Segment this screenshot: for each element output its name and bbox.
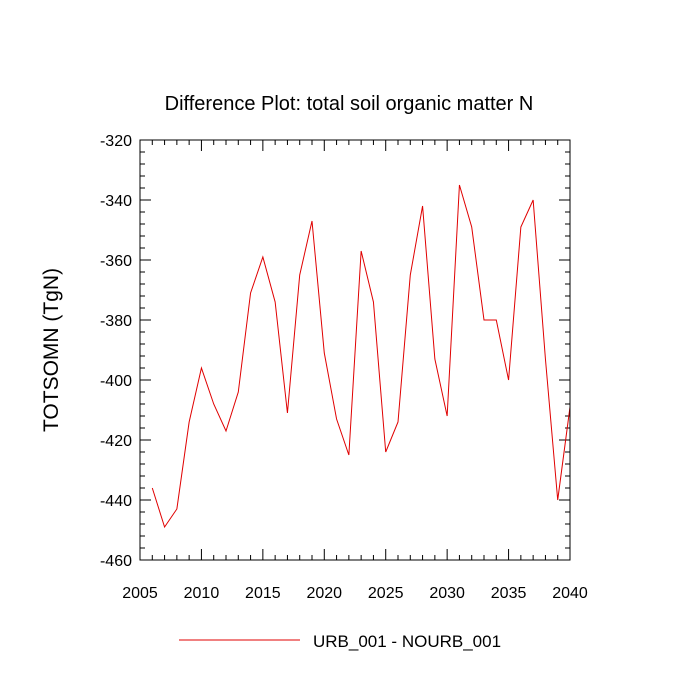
- minor-ticks: [140, 140, 570, 560]
- y-tick-label: -460: [100, 553, 132, 570]
- data-point: [311, 220, 312, 221]
- data-point: [422, 205, 423, 206]
- x-tick-label: 2025: [368, 585, 404, 602]
- x-tick-labels: 2005 2010 2015 2020 2025 2030 2035 2040: [122, 585, 588, 602]
- data-point: [336, 418, 337, 419]
- data-point: [152, 487, 153, 488]
- data-point: [434, 358, 435, 359]
- y-tick-label: -340: [100, 193, 132, 210]
- data-point: [201, 367, 202, 368]
- legend-label: URB_001 - NOURB_001: [313, 632, 501, 651]
- x-tick-label: 2010: [184, 585, 220, 602]
- data-point: [324, 352, 325, 353]
- data-point: [348, 454, 349, 455]
- data-point: [557, 499, 558, 500]
- x-tick-label: 2030: [429, 585, 465, 602]
- y-axis-label: TOTSOMN (TgN): [40, 268, 63, 432]
- y-tick-label: -400: [100, 373, 132, 390]
- data-point: [287, 412, 288, 413]
- data-point: [275, 301, 276, 302]
- data-point: [213, 403, 214, 404]
- data-point: [189, 421, 190, 422]
- data-point: [238, 391, 239, 392]
- x-tick-label: 2035: [491, 585, 527, 602]
- x-tick-label: 2005: [122, 585, 158, 602]
- series-layer: [151, 184, 571, 529]
- x-tick-label: 2020: [306, 585, 342, 602]
- data-point: [471, 226, 472, 227]
- legend: URB_001 - NOURB_001: [179, 632, 501, 651]
- y-tick-label: -420: [100, 433, 132, 450]
- data-point: [299, 274, 300, 275]
- plot-frame: [139, 139, 571, 561]
- data-point: [385, 451, 386, 452]
- data-point: [483, 319, 484, 320]
- data-point: [545, 358, 546, 359]
- y-tick-label: -320: [100, 133, 132, 150]
- y-tick-labels: -460 -440 -420 -400 -380 -360 -340 -320: [100, 133, 132, 570]
- data-point: [262, 256, 263, 257]
- y-tick-label: -440: [100, 493, 132, 510]
- data-point: [459, 184, 460, 185]
- x-tick-label: 2040: [552, 585, 588, 602]
- data-point: [520, 226, 521, 227]
- data-point: [225, 430, 226, 431]
- data-point: [533, 199, 534, 200]
- data-point: [250, 292, 251, 293]
- data-point: [508, 379, 509, 380]
- y-tick-label: -380: [100, 313, 132, 330]
- x-tick-label: 2015: [245, 585, 281, 602]
- data-point: [176, 508, 177, 509]
- data-point: [373, 301, 374, 302]
- data-point: [164, 526, 165, 527]
- y-tick-label: -360: [100, 253, 132, 270]
- data-point: [410, 274, 411, 275]
- data-point: [496, 319, 497, 320]
- chart-title: Difference Plot: total soil organic matt…: [165, 93, 534, 115]
- data-point: [447, 415, 448, 416]
- series-line: [151, 184, 571, 529]
- data-point: [397, 421, 398, 422]
- data-point: [361, 250, 362, 251]
